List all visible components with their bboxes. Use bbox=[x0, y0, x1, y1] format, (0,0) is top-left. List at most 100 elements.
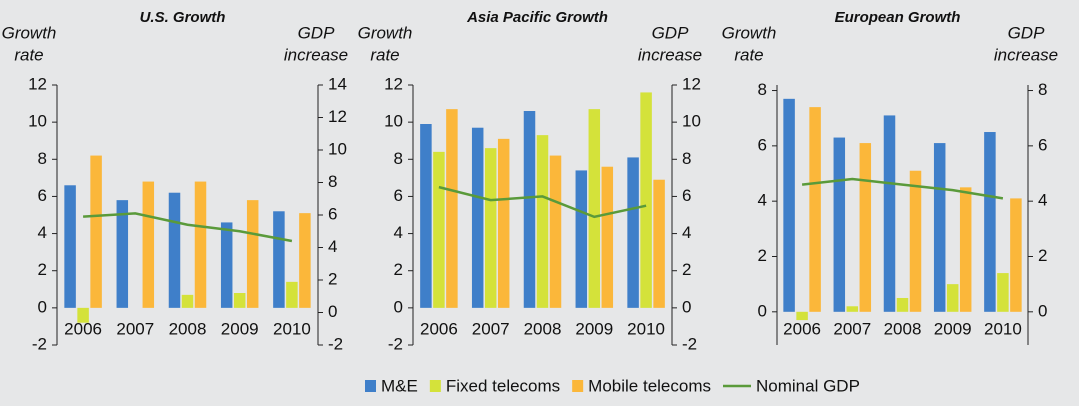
bar bbox=[883, 115, 896, 312]
x-tick-label: 2010 bbox=[273, 319, 311, 338]
bar bbox=[420, 124, 432, 308]
legend-swatch bbox=[572, 380, 584, 392]
bar bbox=[909, 170, 922, 312]
x-tick-label: 2008 bbox=[884, 319, 922, 338]
gdp-line bbox=[438, 185, 647, 219]
y-axis-label: rate bbox=[370, 45, 399, 64]
y-tick-label: 6 bbox=[38, 186, 47, 205]
bar bbox=[116, 200, 129, 308]
bar bbox=[471, 127, 484, 308]
bar bbox=[273, 211, 285, 308]
x-tick-label: 2007 bbox=[472, 319, 510, 338]
y2-tick-label: 4 bbox=[682, 223, 691, 242]
bar bbox=[549, 155, 562, 308]
y2-tick-label: 4 bbox=[1038, 191, 1047, 210]
bar bbox=[640, 92, 652, 308]
y-tick-label: 10 bbox=[384, 112, 403, 131]
x-tick-label: 2006 bbox=[64, 319, 102, 338]
x-tick-label: 2007 bbox=[833, 319, 871, 338]
bar bbox=[984, 132, 996, 312]
bar bbox=[220, 222, 233, 308]
y2-tick-label: 2 bbox=[1038, 246, 1047, 265]
bar bbox=[997, 273, 1009, 312]
bar bbox=[575, 170, 588, 308]
y-tick-label: -2 bbox=[388, 334, 403, 353]
legend-label: Fixed telecoms bbox=[446, 376, 560, 395]
bar bbox=[299, 213, 311, 308]
y2-tick-label: 14 bbox=[328, 74, 347, 93]
y-tick-label: 12 bbox=[28, 74, 47, 93]
y-tick-label: 6 bbox=[758, 135, 767, 154]
x-tick-label: 2010 bbox=[984, 319, 1022, 338]
bar bbox=[833, 137, 846, 312]
x-tick-label: 2008 bbox=[524, 319, 562, 338]
x-tick-label: 2007 bbox=[116, 319, 154, 338]
y2-axis-label: increase bbox=[638, 45, 702, 64]
y2-axis-label: GDP bbox=[1008, 23, 1046, 42]
bar bbox=[64, 185, 76, 308]
bar bbox=[194, 181, 207, 308]
y2-tick-label: 2 bbox=[682, 260, 691, 279]
x-tick-label: 2009 bbox=[221, 319, 259, 338]
y2-tick-label: 12 bbox=[682, 74, 701, 93]
bar bbox=[433, 151, 445, 308]
bar bbox=[946, 284, 959, 312]
bar bbox=[233, 293, 246, 308]
legend-swatch bbox=[429, 380, 441, 392]
x-tick-label: 2009 bbox=[934, 319, 972, 338]
bar bbox=[653, 179, 665, 308]
gdp-line bbox=[83, 212, 293, 243]
y2-axis-label: GDP bbox=[652, 23, 690, 42]
y2-tick-label: 8 bbox=[1038, 80, 1047, 99]
chart-title: Asia Pacific Growth bbox=[466, 9, 608, 26]
bar bbox=[246, 200, 259, 308]
bar bbox=[1010, 198, 1022, 312]
y2-axis-label: increase bbox=[284, 45, 348, 64]
y-axis-label: Growth bbox=[358, 23, 413, 42]
gdp-line bbox=[801, 177, 1004, 200]
y2-tick-label: 8 bbox=[328, 172, 337, 191]
y2-tick-label: -2 bbox=[682, 334, 697, 353]
chart-title: U.S. Growth bbox=[140, 9, 226, 26]
bar bbox=[627, 157, 639, 308]
y2-tick-label: -2 bbox=[328, 334, 343, 353]
bar bbox=[484, 148, 497, 308]
y-tick-label: 12 bbox=[384, 74, 403, 93]
bar bbox=[933, 143, 946, 312]
x-tick-label: 2006 bbox=[783, 319, 821, 338]
bar bbox=[77, 307, 89, 323]
bar bbox=[783, 98, 795, 312]
y-tick-label: 0 bbox=[758, 301, 767, 320]
y2-axis-label: GDP bbox=[298, 23, 336, 42]
y-tick-label: -2 bbox=[32, 334, 47, 353]
bar bbox=[796, 311, 808, 321]
y2-tick-label: 10 bbox=[328, 139, 347, 158]
x-tick-label: 2006 bbox=[420, 319, 458, 338]
y2-tick-label: 0 bbox=[682, 297, 691, 316]
y2-tick-label: 6 bbox=[328, 204, 337, 223]
bar bbox=[181, 294, 194, 308]
y2-tick-label: 4 bbox=[328, 237, 337, 256]
bar bbox=[809, 107, 821, 312]
bar bbox=[846, 306, 859, 312]
y2-axis-label: increase bbox=[994, 45, 1058, 64]
bar bbox=[959, 187, 972, 312]
x-tick-label: 2008 bbox=[169, 319, 207, 338]
y2-tick-label: 8 bbox=[682, 149, 691, 168]
y2-tick-label: 12 bbox=[328, 107, 347, 126]
bar bbox=[601, 166, 614, 308]
bar bbox=[523, 111, 536, 308]
y-tick-label: 8 bbox=[38, 149, 47, 168]
y-tick-label: 8 bbox=[758, 80, 767, 99]
bar bbox=[446, 109, 458, 308]
bar bbox=[588, 109, 601, 308]
chart-title: European Growth bbox=[835, 9, 961, 26]
y2-tick-label: 6 bbox=[682, 186, 691, 205]
y2-tick-label: 0 bbox=[328, 302, 337, 321]
y-axis-label: Growth bbox=[722, 23, 777, 42]
y-tick-label: 6 bbox=[394, 186, 403, 205]
legend-label: M&E bbox=[381, 376, 418, 395]
x-tick-label: 2009 bbox=[575, 319, 613, 338]
y-tick-label: 8 bbox=[394, 149, 403, 168]
